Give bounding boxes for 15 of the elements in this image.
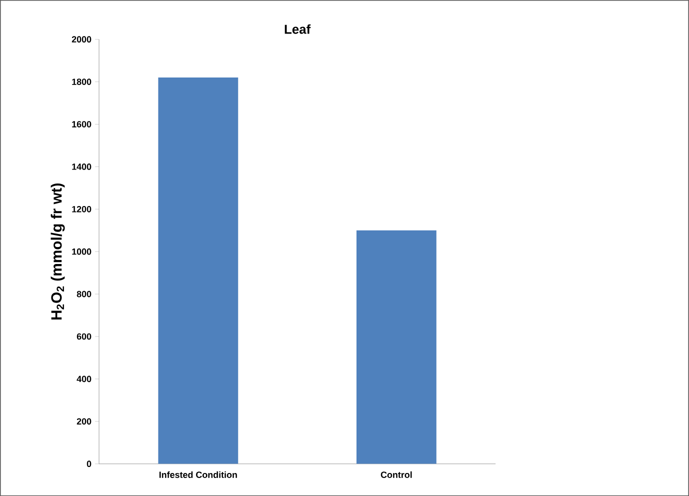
y-tick-label: 1000 bbox=[72, 248, 92, 255]
y-tick-label: 1600 bbox=[72, 120, 92, 128]
y-axis-title: H$_{2}$O$_{2}$ (mmol/g fr wt) bbox=[50, 183, 65, 320]
y-tick-label: 400 bbox=[76, 376, 92, 382]
y-tick-label: 0 bbox=[86, 460, 92, 467]
y-tick-label: 1200 bbox=[72, 206, 92, 212]
chart-title: Leaf bbox=[284, 24, 311, 34]
y-tick-label: 1400 bbox=[72, 163, 92, 170]
x-tick-label: Control bbox=[380, 471, 412, 478]
y-tick-label: 800 bbox=[76, 290, 92, 298]
y-tick-label: 600 bbox=[76, 333, 92, 340]
y-tick-label: 1800 bbox=[72, 78, 92, 85]
y-tick-label: 200 bbox=[76, 418, 92, 424]
y-tick-label: 2000 bbox=[72, 36, 92, 42]
x-tick-label: Infested Condition bbox=[159, 471, 237, 478]
